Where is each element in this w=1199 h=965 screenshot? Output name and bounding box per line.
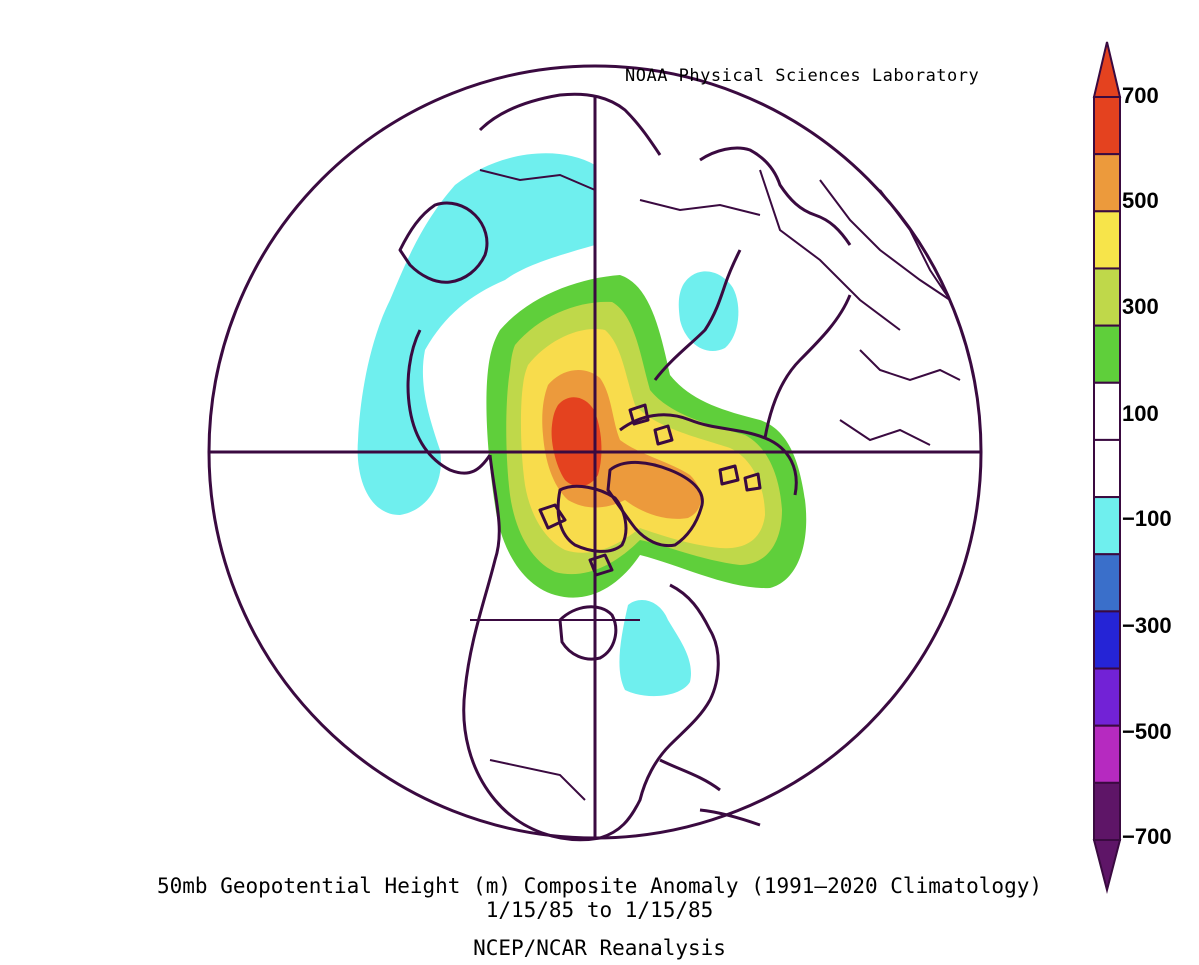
colorbar-label: 700	[1122, 83, 1159, 108]
borders-eurasia-3	[859, 349, 961, 382]
anomaly-neg-100-region-n	[678, 271, 739, 352]
scandinavia-coast	[653, 249, 742, 381]
colorbar-swatch	[1093, 667, 1121, 727]
anomaly-neg-100-region-se	[619, 600, 691, 697]
colorbar	[1092, 41, 1122, 894]
europe-coast	[699, 146, 852, 246]
colorbar-swatch	[1093, 553, 1121, 613]
caribbean-coast	[659, 758, 761, 827]
credit-text: NOAA Physical Sciences Laboratory	[625, 66, 980, 86]
borders-africa	[879, 189, 951, 301]
colorbar-swatch	[1093, 267, 1121, 327]
positive-anomaly-regions	[486, 275, 807, 598]
political-borders	[470, 169, 961, 801]
colorbar-swatch	[1093, 210, 1121, 270]
colorbar-label: −100	[1122, 506, 1172, 531]
asia-coast-north	[478, 92, 662, 156]
colorbar-label: 500	[1122, 188, 1159, 213]
borders-eurasia-2	[819, 179, 951, 301]
border-us-mexico	[489, 759, 586, 801]
borders-china	[479, 169, 596, 191]
hudson-bay-coast	[558, 605, 618, 661]
eurasia-coast	[619, 294, 852, 496]
colorbar-swatch	[1093, 724, 1121, 784]
colorbar-swatch	[1093, 96, 1121, 156]
date-range: 1/15/85 to 1/15/85	[485, 898, 714, 922]
arctic-islands	[628, 403, 762, 492]
colorbar-label: −300	[1122, 613, 1172, 638]
greenland-coast	[606, 460, 704, 548]
borders-eurasia-4	[839, 419, 931, 446]
borders-eurasia-1	[759, 169, 901, 331]
colorbar-swatch	[1093, 381, 1121, 441]
alaska-siberia-coast	[398, 201, 489, 284]
colorbar-swatch	[1093, 781, 1121, 841]
colorbar-label: 100	[1122, 401, 1159, 426]
colorbar-swatch	[1093, 153, 1121, 213]
negative-anomaly-regions	[357, 153, 739, 697]
colorbar-arrow-bottom	[1092, 839, 1122, 894]
colorbar-swatch	[1093, 324, 1121, 384]
colorbar-swatch	[1093, 610, 1121, 670]
borders-asia-east	[639, 199, 761, 216]
west-coast-americas	[406, 329, 492, 475]
anomaly-pos-700-region	[551, 397, 602, 487]
colorbar-label: −500	[1122, 719, 1172, 744]
map-frame	[207, 64, 983, 840]
colorbar-arrow-top	[1092, 41, 1122, 98]
data-source: NCEP/NCAR Reanalysis	[473, 936, 726, 960]
colorbar-label: 300	[1122, 294, 1159, 319]
colorbar-swatch	[1093, 438, 1121, 499]
colorbar-swatch	[1093, 496, 1121, 556]
coastlines	[398, 92, 852, 842]
map-title: 50mb Geopotential Height (m) Composite A…	[156, 874, 1042, 898]
colorbar-label: −700	[1122, 824, 1172, 849]
anomaly-neg-100-region-nw	[357, 153, 595, 516]
